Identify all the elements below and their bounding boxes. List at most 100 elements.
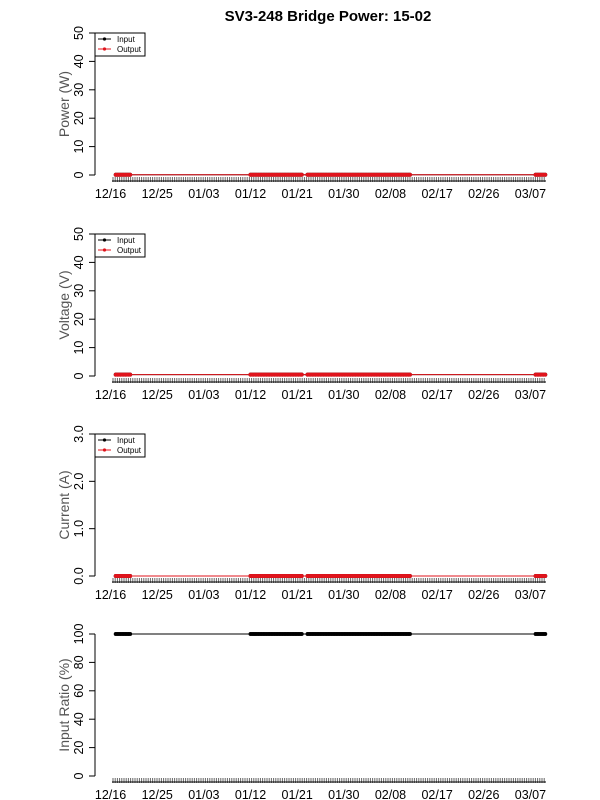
y-tick-label: 10 xyxy=(72,341,86,355)
x-tick-label: 12/25 xyxy=(142,588,173,602)
x-tick-label: 12/16 xyxy=(95,187,126,201)
series-output xyxy=(113,372,548,377)
x-tick-label: 02/08 xyxy=(375,388,406,402)
chart-title: SV3-248 Bridge Power: 15-02 xyxy=(225,8,432,25)
y-axis-label: Input Ratio (%) xyxy=(56,658,72,751)
data-point xyxy=(299,632,304,636)
y-tick-label: 50 xyxy=(72,26,86,40)
x-tick-label: 01/30 xyxy=(328,187,359,201)
y-tick-label: 10 xyxy=(72,140,86,154)
x-tick-label: 01/12 xyxy=(235,388,266,402)
y-tick-label: 80 xyxy=(72,655,86,669)
y-tick-label: 2.0 xyxy=(72,473,86,490)
y-axis-label: Current (A) xyxy=(56,470,72,539)
legend-label: Output xyxy=(117,45,142,54)
x-tick-label: 01/03 xyxy=(188,388,219,402)
legend-label: Input xyxy=(117,236,136,245)
series-output xyxy=(113,172,548,177)
panel-2: 0 10 20 30 40 50 Voltage (V) 12/16 12/25 01/03 01/… xyxy=(56,227,548,402)
y-tick-label: 0 xyxy=(72,372,86,379)
x-tick-label: 01/21 xyxy=(282,187,313,201)
series-output xyxy=(113,574,548,578)
data-point xyxy=(128,172,133,177)
x-tick-label: 01/21 xyxy=(282,588,313,602)
x-tick-label: 02/17 xyxy=(421,788,452,800)
y-tick-label: 30 xyxy=(72,83,86,97)
data-point xyxy=(543,172,548,177)
x-tick-label: 02/17 xyxy=(421,388,452,402)
y-tick-label: 3.0 xyxy=(72,425,86,442)
x-tick-label: 02/08 xyxy=(375,187,406,201)
y-tick-label: 50 xyxy=(72,227,86,241)
y-tick-label: 100 xyxy=(72,624,86,645)
x-tick-label: 12/25 xyxy=(142,187,173,201)
x-tick-label: 03/07 xyxy=(515,388,546,402)
data-point xyxy=(128,372,133,377)
y-tick-label: 30 xyxy=(72,284,86,298)
y-tick-label: 20 xyxy=(72,111,86,125)
x-tick-label: 01/30 xyxy=(328,588,359,602)
data-point xyxy=(407,632,412,636)
y-tick-label: 1.0 xyxy=(72,520,86,537)
data-point xyxy=(407,574,412,578)
data-point xyxy=(543,574,548,578)
y-tick-label: 60 xyxy=(72,684,86,698)
chart-panels: 0 10 20 30 40 50 Power (W) 12/16 12/25 01/03 01/12… xyxy=(56,26,548,800)
x-tick-label: 02/08 xyxy=(375,588,406,602)
data-point xyxy=(407,372,412,377)
data-point xyxy=(299,372,304,377)
x-tick-label: 02/17 xyxy=(421,187,452,201)
x-tick-label: 01/03 xyxy=(188,187,219,201)
y-tick-label: 20 xyxy=(72,741,86,755)
x-tick-label: 03/07 xyxy=(515,588,546,602)
x-tick-label: 01/21 xyxy=(282,388,313,402)
x-tick-label: 12/25 xyxy=(142,788,173,800)
x-tick-label: 12/16 xyxy=(95,388,126,402)
x-tick-label: 01/12 xyxy=(235,788,266,800)
legend-swatch-marker xyxy=(102,238,107,242)
x-tick-label: 01/30 xyxy=(328,788,359,800)
x-tick-label: 03/07 xyxy=(515,788,546,800)
legend-label: Input xyxy=(117,35,136,44)
y-tick-label: 0 xyxy=(72,772,86,779)
x-tick-label: 01/03 xyxy=(188,788,219,800)
y-tick-label: 0.0 xyxy=(72,567,86,584)
data-point xyxy=(543,632,548,636)
data-point xyxy=(299,574,304,578)
data-point xyxy=(299,172,304,177)
x-tick-label: 02/08 xyxy=(375,788,406,800)
x-tick-label: 02/26 xyxy=(468,388,499,402)
y-axis-label: Power (W) xyxy=(56,71,72,137)
x-tick-label: 02/26 xyxy=(468,788,499,800)
legend-label: Input xyxy=(117,436,136,445)
y-axis-label: Voltage (V) xyxy=(56,270,72,339)
x-tick-label: 02/17 xyxy=(421,588,452,602)
x-tick-label: 01/21 xyxy=(282,788,313,800)
x-tick-label: 02/26 xyxy=(468,187,499,201)
x-tick-label: 01/12 xyxy=(235,187,266,201)
x-tick-label: 01/12 xyxy=(235,588,266,602)
x-tick-label: 12/25 xyxy=(142,388,173,402)
legend-label: Output xyxy=(117,246,142,255)
y-tick-label: 40 xyxy=(72,54,86,68)
y-tick-label: 40 xyxy=(72,712,86,726)
panel-3: 0.0 1.0 2.0 3.0 Current (A) 12/16 12/25 01/03 01… xyxy=(56,425,548,602)
legend-swatch-marker xyxy=(102,438,107,442)
data-point xyxy=(128,574,133,578)
panel-1: 0 10 20 30 40 50 Power (W) 12/16 12/25 01/03 01/12… xyxy=(56,26,548,201)
y-tick-label: 20 xyxy=(72,312,86,326)
x-tick-label: 12/16 xyxy=(95,588,126,602)
y-tick-label: 40 xyxy=(72,255,86,269)
x-tick-label: 12/16 xyxy=(95,788,126,800)
series-ratio xyxy=(113,632,548,636)
legend-swatch-marker xyxy=(102,248,107,252)
legend-swatch-marker xyxy=(102,448,107,452)
legend-label: Output xyxy=(117,446,142,455)
data-point xyxy=(128,632,133,636)
legend-swatch-marker xyxy=(102,47,107,51)
